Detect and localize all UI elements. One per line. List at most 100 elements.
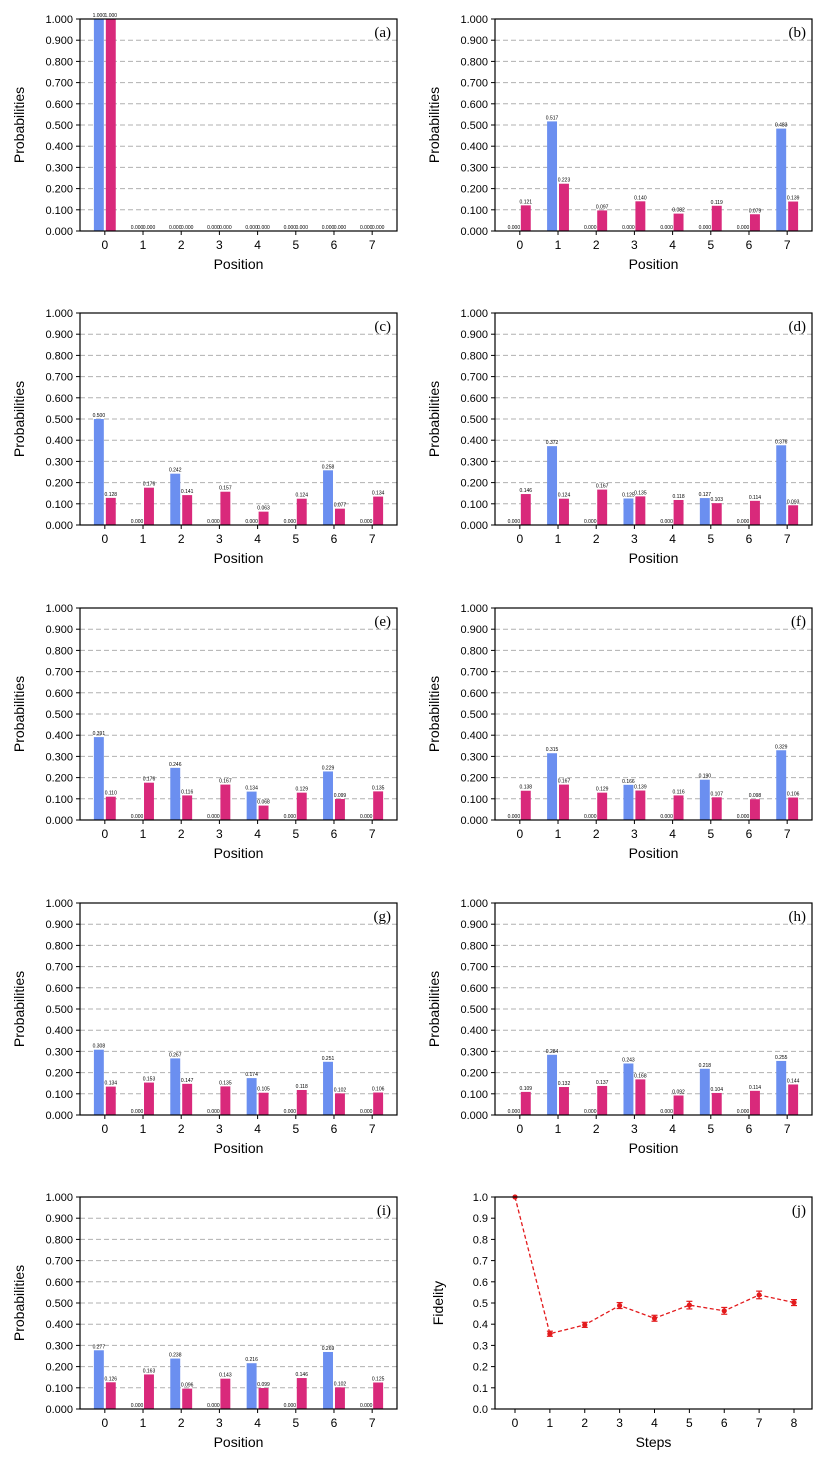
- chart-panel-i: 0.000 0.100 0.200 0.300 0.400 0.500 0.600 0.700…: [11, 1192, 398, 1450]
- bar-blue: [699, 779, 710, 820]
- y-tick-label: 0.000: [45, 1404, 73, 1416]
- y-tick-label: 0.9: [473, 1213, 488, 1225]
- x-axis-label: Position: [629, 1140, 679, 1156]
- bar-value-label: 0.000: [660, 814, 673, 820]
- bar-blue: [776, 128, 787, 231]
- bar-blue: [623, 1063, 634, 1115]
- x-tick-label: 3: [216, 1416, 223, 1430]
- bar-blue: [323, 771, 333, 820]
- y-tick-label: 0.800: [45, 1234, 73, 1246]
- y-tick-label: 1.000: [460, 898, 488, 910]
- x-tick-label: 6: [331, 1122, 338, 1136]
- x-tick-label: 2: [593, 1122, 600, 1136]
- x-tick-label: 7: [784, 827, 791, 841]
- x-axis-label: Position: [629, 256, 679, 272]
- y-tick-label: 0.200: [45, 1068, 73, 1080]
- fidelity-point: [721, 1308, 727, 1314]
- bar-value-label: 0.139: [634, 785, 647, 791]
- x-tick-label: 7: [756, 1416, 763, 1430]
- x-tick-label: 5: [707, 827, 714, 841]
- y-tick-label: 0.000: [45, 226, 73, 238]
- bar-pink: [258, 805, 269, 820]
- x-tick-label: 6: [331, 238, 338, 252]
- bar-pink: [334, 799, 345, 820]
- bar-value-label: 0.517: [546, 115, 559, 121]
- y-tick-label: 0.7: [473, 1256, 488, 1268]
- x-tick-label: 6: [331, 1416, 338, 1430]
- axes-frame: [494, 607, 813, 821]
- bar-value-label: 0.308: [93, 1044, 106, 1050]
- bar-value-label: 0.176: [143, 777, 156, 783]
- bar-value-label: 0.000: [207, 1403, 220, 1409]
- x-tick-label: 1: [140, 1122, 147, 1136]
- bar-blue: [323, 1061, 333, 1115]
- bar-value-label: 0.000: [207, 519, 220, 525]
- y-tick-label: 0.900: [460, 919, 488, 931]
- y-axis-label: Fidelity: [430, 1281, 446, 1325]
- panel-label: (j): [792, 1203, 806, 1219]
- bar-value-label: 0.000: [169, 225, 182, 231]
- chart-panel-c: 0.000 0.100 0.200 0.300 0.400 0.500 0.600 0.700…: [11, 308, 398, 566]
- axes-frame: [494, 902, 813, 1116]
- bar-value-label: 0.000: [131, 519, 144, 525]
- bar-pink: [749, 1090, 760, 1115]
- bar-pink: [296, 1378, 307, 1409]
- x-tick-label: 1: [140, 532, 147, 546]
- bar-value-label: 0.000: [584, 519, 597, 525]
- y-tick-label: 0.100: [45, 499, 73, 511]
- bar-value-label: 0.000: [284, 519, 297, 525]
- bar-value-label: 0.107: [710, 791, 723, 797]
- x-tick-label: 7: [369, 238, 376, 252]
- y-tick-label: 0.000: [460, 226, 488, 238]
- axes-frame: [494, 18, 813, 232]
- x-tick-label: 2: [593, 238, 600, 252]
- bar-value-label: 0.000: [143, 225, 156, 231]
- bar-blue: [93, 19, 104, 231]
- bar-value-label: 0.134: [372, 491, 385, 497]
- x-tick-label: 3: [631, 1122, 638, 1136]
- x-tick-label: 2: [593, 532, 600, 546]
- x-tick-label: 0: [101, 532, 108, 546]
- x-tick-label: 6: [721, 1416, 728, 1430]
- bar-value-label: 1.000: [93, 13, 106, 19]
- x-tick-label: 0: [101, 1416, 108, 1430]
- bar-value-label: 0.000: [360, 225, 373, 231]
- bar-value-label: 0.163: [143, 1368, 156, 1374]
- bar-value-label: 0.143: [219, 1373, 232, 1379]
- bar-value-label: 0.000: [699, 225, 712, 231]
- bar-value-label: 0.129: [295, 787, 308, 793]
- bar-value-label: 0.135: [219, 1080, 232, 1086]
- bar-value-label: 0.118: [672, 494, 684, 500]
- y-tick-label: 0.400: [460, 730, 488, 742]
- y-tick-label: 0.100: [45, 205, 73, 217]
- y-tick-label: 0.000: [45, 520, 73, 532]
- bar-pink: [635, 790, 646, 820]
- bar-pink: [182, 1388, 193, 1409]
- bar-pink: [635, 496, 646, 525]
- bar-value-label: 0.376: [775, 439, 788, 445]
- bar-value-label: 0.128: [105, 492, 118, 498]
- bar-value-label: 0.000: [245, 225, 258, 231]
- bar-blue: [323, 470, 333, 525]
- bar-value-label: 0.000: [737, 519, 750, 525]
- bar-value-label: 0.242: [169, 468, 182, 474]
- panel-label: (c): [374, 319, 391, 335]
- bar-pink: [788, 505, 799, 525]
- bar-value-label: 0.000: [284, 1109, 297, 1115]
- bar-value-label: 0.284: [546, 1049, 559, 1055]
- bar-value-label: 0.153: [143, 1077, 156, 1083]
- bar-value-label: 0.157: [219, 486, 232, 492]
- x-tick-label: 6: [746, 1122, 753, 1136]
- y-tick-label: 0.300: [460, 751, 488, 763]
- bar-value-label: 0.106: [372, 1087, 385, 1093]
- y-tick-label: 0.900: [460, 624, 488, 636]
- x-tick-label: 3: [631, 827, 638, 841]
- bar-pink: [258, 1388, 269, 1409]
- bar-value-label: 0.483: [775, 123, 788, 129]
- x-tick-label: 7: [784, 1122, 791, 1136]
- bar-pink: [788, 201, 799, 231]
- bar-value-label: 0.255: [775, 1055, 788, 1061]
- bar-value-label: 0.243: [622, 1057, 635, 1063]
- bar-value-label: 0.000: [737, 225, 750, 231]
- bar-pink: [373, 791, 384, 820]
